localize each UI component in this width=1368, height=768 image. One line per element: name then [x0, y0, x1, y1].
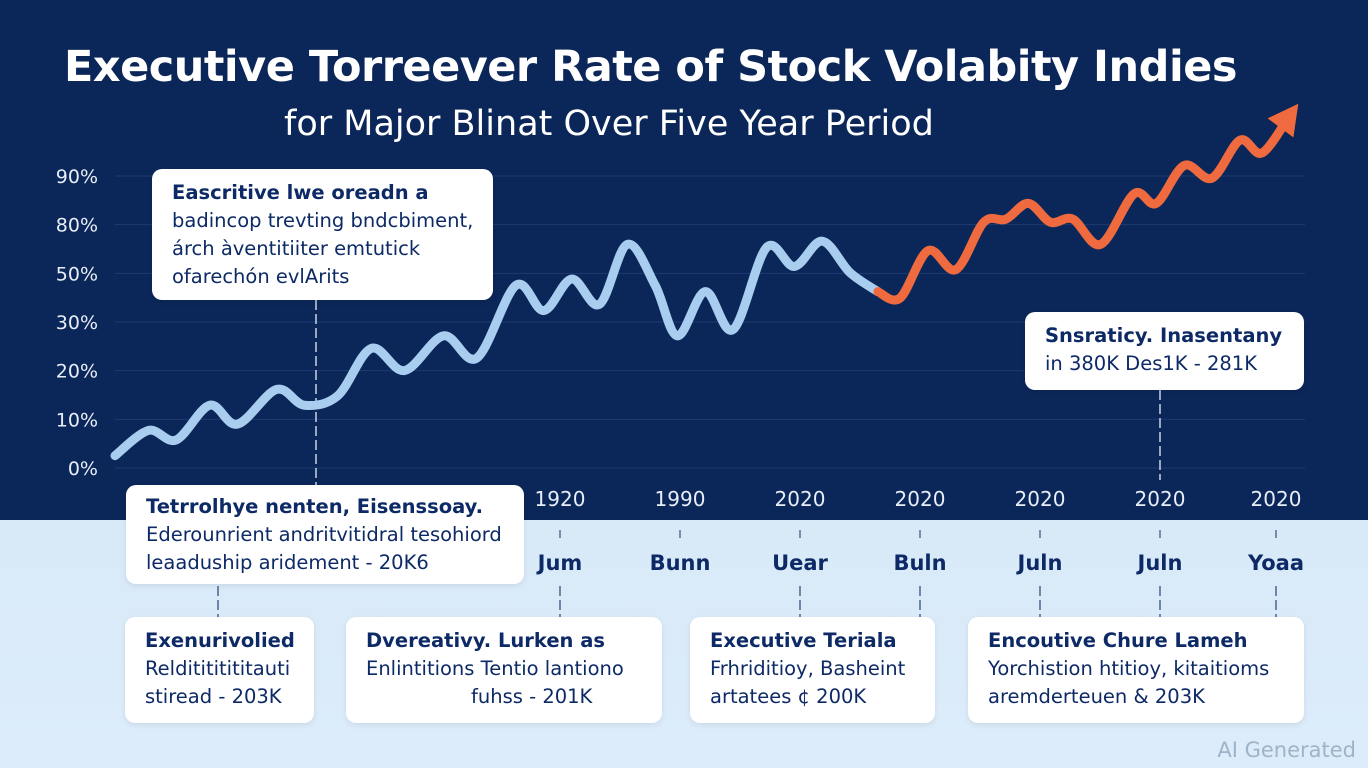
- annotation-callout-bottom-1: Exenurivolied Relditititititauti stiread…: [125, 617, 314, 723]
- x-year-label: 2020: [895, 487, 946, 511]
- annotation-line: Snsraticy. Inasentany: [1045, 324, 1283, 347]
- x-year-label: 1990: [655, 487, 706, 511]
- x-year-label: 2020: [1015, 487, 1066, 511]
- y-tick-label: 50%: [56, 263, 98, 285]
- y-tick-label: 20%: [56, 361, 98, 383]
- x-year-label: 2020: [1135, 487, 1186, 511]
- annotation-line: fuhss - 201K: [471, 685, 593, 708]
- annotation-line: leaaduship aridement - 20K6: [146, 551, 429, 574]
- annotation-line: artatees ¢ 200K: [710, 685, 867, 708]
- watermark: AI Generated: [1217, 738, 1356, 762]
- x-month-label: Jum: [536, 551, 583, 575]
- annotation-callout-top-left: Eascritive lwe oreadn a badincop trevtin…: [152, 169, 493, 300]
- annotation-callout-bottom-3: Executive Teriala Frhriditioy, Basheint …: [690, 617, 935, 723]
- annotation-line: aremderteuen & 203K: [988, 685, 1205, 708]
- y-tick-label: 90%: [56, 166, 98, 188]
- trend-arrowhead-icon: [1267, 103, 1299, 138]
- x-month-label: Juln: [1136, 551, 1183, 575]
- x-month-label: Buln: [893, 551, 946, 575]
- callout-connectors: [217, 300, 1277, 617]
- x-month-label: Bunn: [650, 551, 711, 575]
- annotation-line: Dvereativy. Lurken as: [366, 629, 605, 652]
- series-lines: [110, 103, 1299, 461]
- annotation-line: badincop trevting bndcbiment,: [172, 209, 474, 232]
- annotation-callout-bottom-2: Dvereativy. Lurken as Enlintitions Tenti…: [346, 617, 662, 723]
- annotation-line: Exenurivolied: [145, 629, 295, 652]
- annotation-callout-middle-left: Tetrrolhye nenten, Eisenssoay. Ederounri…: [126, 485, 524, 584]
- annotation-line: stiread - 203K: [145, 685, 282, 708]
- y-tick-label: 0%: [68, 458, 98, 480]
- x-axis-year-labels: 1920 1990 2020 2020 2020 2020 2020: [535, 487, 1302, 511]
- x-month-label: Juln: [1016, 551, 1063, 575]
- x-year-label: 2020: [1251, 487, 1302, 511]
- annotation-line: Relditititititauti: [145, 657, 291, 680]
- x-year-label: 1920: [535, 487, 586, 511]
- annotation-callout-right: Snsraticy. Inasentany in 380K Des1K - 28…: [1025, 312, 1304, 390]
- series-line-recent: [873, 110, 1295, 305]
- annotation-line: Enlintitions Tentio lantiono: [366, 657, 624, 680]
- annotation-line: Tetrrolhye nenten, Eisenssoay.: [146, 495, 484, 518]
- annotation-line: Encoutive Chure Lameh: [988, 629, 1248, 652]
- annotation-line: ofarechón evlArits: [172, 265, 350, 288]
- annotation-line: árch àventitiiter emtutick: [172, 237, 421, 260]
- y-tick-label: 80%: [56, 215, 98, 237]
- x-year-label: 2020: [775, 487, 826, 511]
- annotation-line: Ederounrient andritvitidral tesohiord: [146, 523, 502, 546]
- series-line-historical: [110, 236, 883, 461]
- chart-title: Executive Torreever Rate of Stock Volabi…: [64, 42, 1237, 92]
- y-axis-ticks: 0% 10% 20% 30% 50% 80% 90%: [56, 166, 98, 480]
- annotation-line: in 380K Des1K - 281K: [1045, 352, 1257, 375]
- chart-subtitle: for Major Blinat Over Five Year Period: [284, 104, 934, 144]
- y-tick-label: 10%: [56, 409, 98, 431]
- x-month-label: Yoaa: [1247, 551, 1304, 575]
- annotation-line: Frhriditioy, Basheint: [710, 657, 906, 680]
- x-axis-month-labels: Jum Bunn Uear Buln Juln Juln Yoaa: [536, 530, 1304, 575]
- annotation-line: Executive Teriala: [710, 629, 897, 652]
- y-tick-label: 30%: [56, 312, 98, 334]
- annotation-line: Eascritive lwe oreadn a: [172, 181, 429, 204]
- annotation-callout-bottom-4: Encoutive Chure Lameh Yorchistion htitio…: [968, 617, 1304, 723]
- annotation-line: Yorchistion htitioy, kitaitioms: [988, 657, 1270, 680]
- x-month-label: Uear: [772, 551, 828, 575]
